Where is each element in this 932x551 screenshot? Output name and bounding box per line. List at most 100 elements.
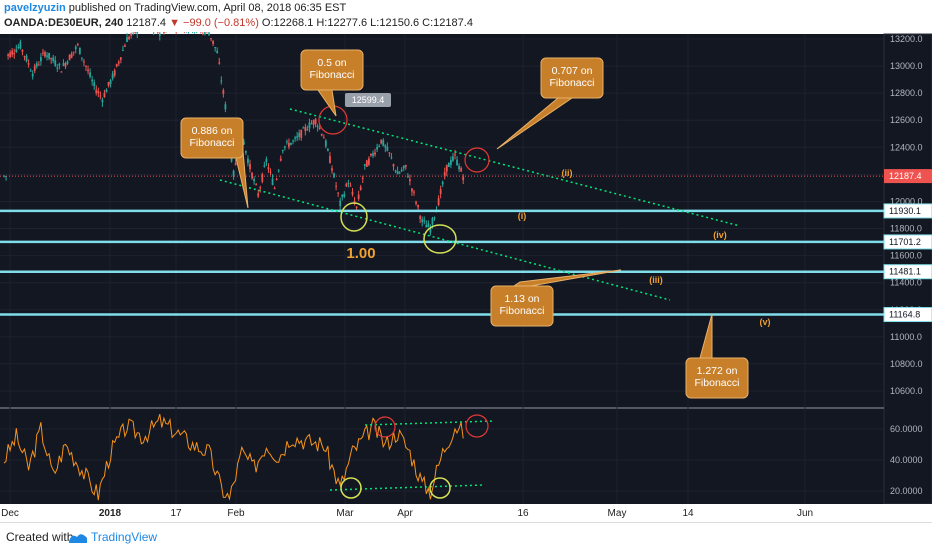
candle-body	[11, 51, 13, 55]
author-name[interactable]: pavelzyuzin	[4, 2, 66, 14]
candle-body	[270, 172, 272, 173]
candle-body	[212, 41, 214, 44]
candle-body	[452, 156, 454, 160]
candle-body	[263, 165, 265, 166]
symbol-name: OANDA:DE30EUR, 240	[4, 17, 126, 29]
candle-body	[389, 152, 391, 153]
candle-body	[419, 216, 421, 219]
candle-body	[13, 53, 15, 54]
candle-body	[335, 186, 337, 187]
x-tick-label: Mar	[336, 508, 354, 519]
candle-body	[307, 129, 309, 130]
candle-body	[220, 81, 222, 82]
candle-body	[337, 193, 339, 194]
callout-text: 0.886 on	[192, 125, 233, 137]
candle-body	[245, 151, 247, 153]
candle-body	[448, 163, 450, 167]
candle-body	[427, 223, 429, 227]
candle-body	[208, 33, 210, 36]
candle-body	[319, 128, 321, 129]
candle-body	[50, 58, 52, 59]
candle-body	[134, 32, 136, 33]
candle-body	[403, 166, 405, 168]
candle-body	[423, 220, 425, 221]
callout-text: 1.272 on	[697, 365, 738, 377]
candle-body	[352, 192, 354, 195]
footer: Created with TradingView	[0, 522, 932, 551]
candle-body	[345, 184, 347, 186]
candle-body	[54, 60, 56, 65]
x-tick-label: 17	[170, 508, 182, 519]
candle-body	[61, 71, 63, 72]
candle-body	[73, 52, 75, 53]
candle-body	[15, 49, 17, 52]
candle-body	[391, 157, 393, 158]
candle-body	[432, 218, 434, 224]
candle-body	[411, 188, 413, 191]
candle-body	[26, 56, 28, 61]
candle-body	[34, 66, 36, 71]
candle-body	[323, 137, 325, 138]
candle-body	[362, 178, 364, 179]
y-tick-label: 10800.0	[890, 359, 923, 369]
candle-body	[300, 130, 302, 138]
candle-body	[108, 82, 110, 86]
candle-body	[302, 128, 304, 129]
y-tick-label: 10600.0	[890, 386, 923, 396]
y-tick-label: 12400.0	[890, 142, 923, 152]
callout-text: 0.5 on	[317, 57, 346, 69]
last-price: 12187.4	[126, 17, 169, 29]
candle-body	[110, 80, 112, 84]
candle-body	[261, 174, 263, 182]
y-tick-label: 12800.0	[890, 88, 923, 98]
candle-body	[102, 100, 104, 103]
x-tick-label: May	[608, 508, 627, 519]
candle-body	[393, 164, 395, 166]
candle-body	[325, 141, 327, 147]
tradingview-brand[interactable]: TradingView	[91, 530, 157, 544]
candle-body	[163, 32, 165, 33]
candle-body	[118, 62, 120, 64]
candle-body	[67, 61, 69, 63]
candle-body	[282, 150, 284, 151]
symbol-line: OANDA:DE30EUR, 240 12187.4 ▼ −99.0 (−0.8…	[4, 17, 473, 29]
big-fib-label: 1.00	[346, 245, 375, 262]
chart-header: pavelzyuzin published on TradingView.com…	[0, 0, 932, 32]
candle-body	[380, 140, 382, 144]
candle-body	[48, 53, 50, 59]
callout-text: 0.707 on	[552, 65, 593, 77]
candle-body	[376, 147, 378, 149]
candle-body	[116, 64, 118, 67]
rsi-y-tick-label: 40.0000	[890, 455, 923, 465]
tradingview-logo-icon	[68, 529, 88, 545]
y-tick-label: 12600.0	[890, 115, 923, 125]
candle-body	[298, 133, 300, 137]
x-tick-label: Apr	[397, 508, 413, 519]
wave-label: (iii)	[649, 275, 663, 285]
y-tick-label: 13200.0	[890, 34, 923, 44]
candle-body	[52, 58, 54, 61]
candle-body	[58, 64, 60, 66]
publish-info: published on TradingView.com, April 08, …	[66, 2, 346, 14]
candle-body	[274, 188, 276, 189]
candle-body	[309, 123, 311, 129]
candle-body	[358, 195, 360, 199]
candle-body	[292, 140, 294, 141]
candle-body	[56, 68, 58, 69]
candle-body	[235, 163, 237, 165]
callout-text: 1.13 on	[504, 293, 539, 305]
y-tick-label: 13000.0	[890, 61, 923, 71]
candle-body	[378, 146, 380, 147]
candle-body	[372, 153, 374, 156]
candle-body	[87, 70, 89, 71]
y-tick-label: 11000.0	[890, 332, 922, 342]
candle-body	[343, 194, 345, 197]
x-tick-label: Jun	[797, 508, 813, 519]
candle-body	[331, 168, 333, 170]
candle-body	[222, 90, 224, 94]
candle-body	[290, 143, 292, 145]
candle-body	[249, 164, 251, 169]
price-chart[interactable]: 13200.013000.012800.012600.012400.012200…	[0, 32, 932, 522]
callout-text: Fibonacci	[190, 137, 235, 149]
candle-body	[120, 57, 122, 59]
